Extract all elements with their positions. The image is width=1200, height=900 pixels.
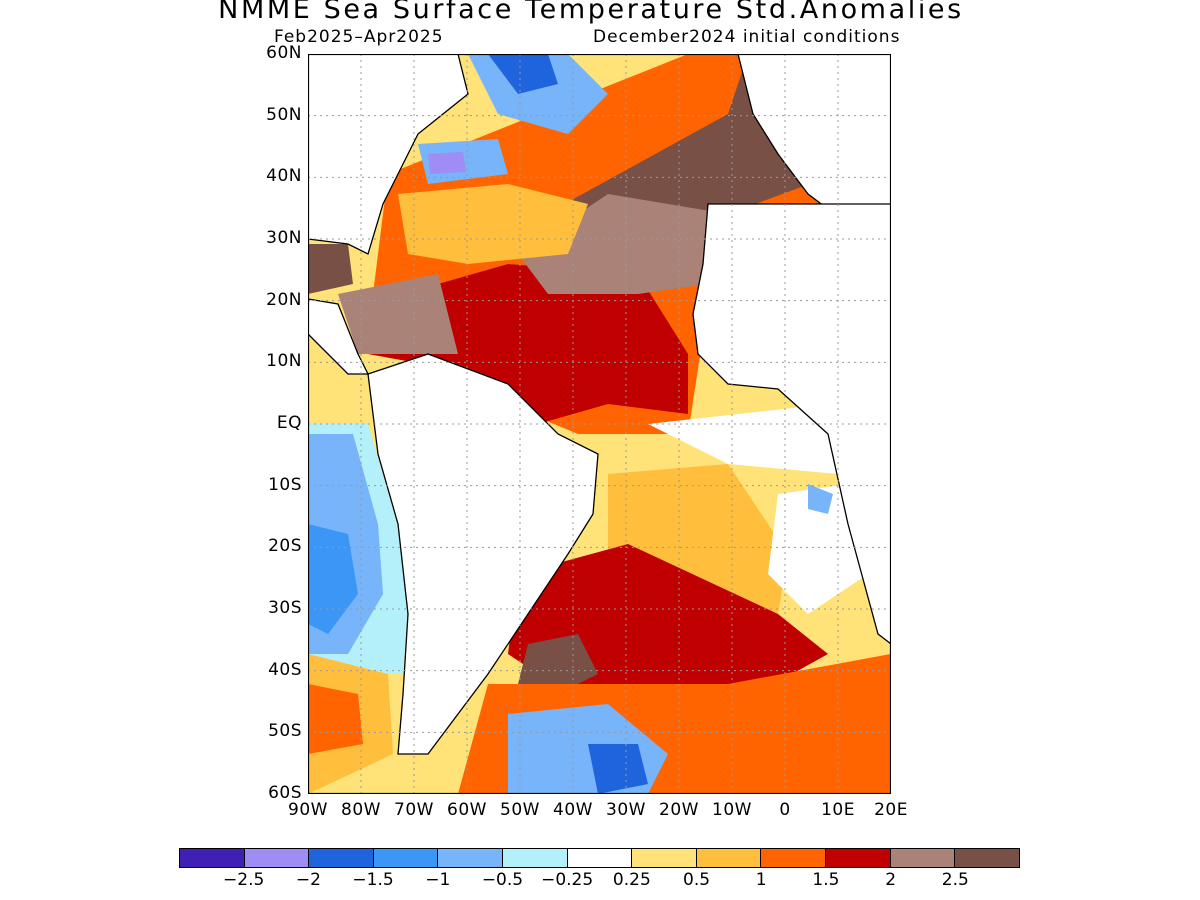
latitude-tick-label: 10N	[266, 351, 302, 372]
longitude-tick-label: 80W	[341, 800, 381, 820]
longitude-tick-label: 20W	[659, 800, 699, 820]
benguela-cool-core	[808, 484, 833, 514]
colorbar-swatch	[826, 849, 891, 867]
gulf-stream-orange	[398, 184, 588, 264]
colorbar-tick-label: 2	[885, 870, 897, 890]
southern-cold-core	[588, 744, 648, 794]
south-america-land	[367, 353, 599, 755]
longitude-tick-label: 50W	[500, 800, 540, 820]
colorbar-tick-label: 0.5	[683, 870, 711, 890]
sst-anomaly-map	[308, 54, 891, 794]
colorbar-swatch	[890, 849, 956, 867]
longitude-tick-label: 60W	[447, 800, 487, 820]
gulf-mexico-brown	[308, 244, 353, 294]
colorbar-tick-label: 1	[755, 870, 767, 890]
latitude-tick-label: EQ	[276, 413, 302, 433]
north-america-land	[308, 54, 469, 255]
colorbar-tick-label: 0.25	[612, 870, 651, 890]
colorbar-swatch	[696, 849, 762, 867]
latitude-tick-label: 20S	[268, 536, 302, 557]
latitude-tick-label: 40N	[266, 166, 302, 187]
benguela-cool-patch	[768, 484, 868, 614]
colorbar-swatch	[955, 849, 1019, 867]
colorbar-swatch	[438, 849, 504, 867]
colorbar-swatch	[503, 849, 568, 867]
colorbar-tick-label: −2	[295, 870, 321, 890]
map-frame	[308, 54, 891, 794]
colorbar-tick-label: −1	[425, 870, 451, 890]
africa-land	[692, 203, 891, 645]
latitude-tick-label: 50N	[266, 104, 302, 125]
latitude-tick-label: 40S	[268, 659, 302, 680]
graticule-grid	[308, 54, 891, 794]
chart-title: NMME Sea Surface Temperature Std.Anomali…	[218, 0, 964, 25]
colorbar-tick-label: 1.5	[812, 870, 840, 890]
longitude-tick-label: 0	[779, 800, 791, 820]
longitude-tick-label: 90W	[288, 800, 328, 820]
colorbar-swatch	[567, 849, 633, 867]
colorbar-swatch	[244, 849, 310, 867]
forecast-period: Feb2025–Apr2025	[274, 27, 444, 47]
colorbar-swatch	[373, 849, 439, 867]
central-america-land	[308, 298, 370, 375]
longitude-tick-label: 40W	[553, 800, 593, 820]
longitude-tick-label: 70W	[394, 800, 434, 820]
latitude-tick-label: 60N	[266, 43, 302, 63]
colorbar-swatch	[180, 849, 245, 867]
colorbar-tick-label: −0.5	[481, 870, 524, 890]
latitude-tick-label: 30S	[268, 598, 302, 618]
colorbar-tick-label: −2.5	[223, 870, 265, 890]
labrador-cold-core	[488, 54, 558, 94]
longitude-tick-label: 30W	[606, 800, 646, 820]
newfoundland-cold-core	[428, 152, 466, 174]
south-atlantic-brown-patch	[518, 634, 598, 694]
tropical-atlantic-strong-warm	[368, 264, 688, 424]
colorbar-tick-label: −1.5	[352, 870, 394, 890]
initial-conditions: December2024 initial conditions	[593, 27, 901, 47]
caribbean-tan-field	[338, 274, 458, 354]
latitude-tick-label: 10S	[268, 474, 302, 495]
longitude-tick-label: 20E	[874, 800, 908, 820]
colorbar-swatch	[632, 849, 697, 867]
latitude-tick-label: 20N	[266, 289, 302, 310]
pacific-warm-south-core	[308, 684, 363, 754]
latitude-tick-label: 60S	[268, 783, 302, 803]
equatorial-neutral-band	[648, 404, 838, 474]
longitude-tick-label: 10W	[712, 800, 752, 820]
colorbar	[179, 848, 1020, 868]
colorbar-swatch	[761, 849, 827, 867]
colorbar-tick-label: −0.25	[541, 870, 594, 890]
longitude-tick-label: 10E	[821, 800, 855, 820]
pacific-cooler-core	[308, 524, 358, 634]
colorbar-swatch	[309, 849, 374, 867]
latitude-tick-label: 50S	[268, 721, 302, 742]
colorbar-tick-label: 2.5	[941, 870, 969, 890]
latitude-tick-label: 30N	[266, 228, 302, 248]
